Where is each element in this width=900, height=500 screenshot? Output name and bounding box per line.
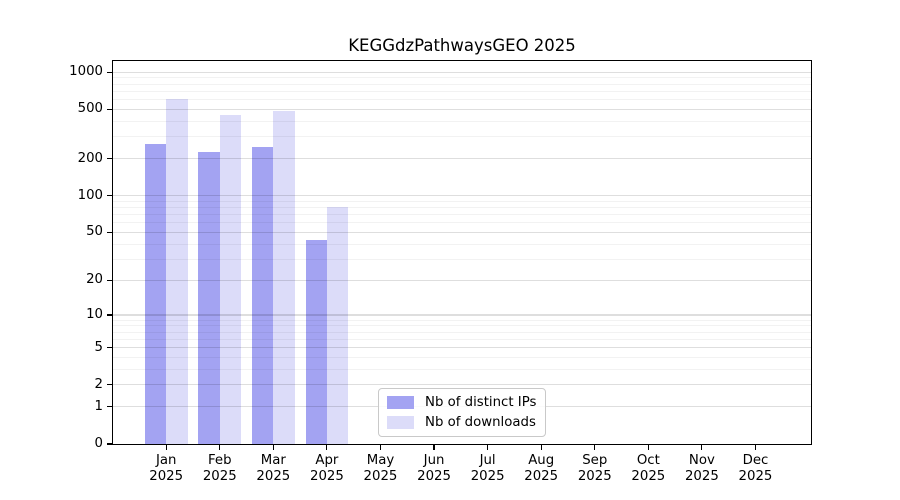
x-tick-label-jun: Jun 2025 bbox=[402, 453, 466, 484]
x-tick-oct bbox=[647, 445, 649, 450]
x-tick-year: 2025 bbox=[417, 468, 451, 484]
x-tick-year: 2025 bbox=[309, 468, 344, 484]
bar-mar-downloads bbox=[273, 110, 295, 444]
y-tick-label-5: 5 bbox=[94, 339, 103, 355]
x-tick-month: Feb bbox=[207, 453, 232, 468]
x-tick-month: Oct bbox=[636, 453, 660, 468]
x-tick-year: 2025 bbox=[202, 468, 237, 484]
legend-label-downloads: Nb of downloads bbox=[425, 414, 536, 430]
y-tick-2 bbox=[107, 384, 113, 386]
x-tick-year: 2025 bbox=[577, 468, 612, 484]
x-tick-label-apr: Apr 2025 bbox=[295, 453, 359, 484]
bar-apr-downloads bbox=[326, 206, 349, 444]
x-tick-feb bbox=[219, 445, 221, 450]
bars-layer bbox=[113, 61, 811, 444]
y-tick-1000 bbox=[107, 71, 113, 73]
y-tick-10 bbox=[107, 314, 113, 316]
bar-jan-downloads bbox=[166, 98, 188, 444]
x-tick-label-dec: Dec 2025 bbox=[723, 453, 787, 484]
legend-item-distinct-ips: Nb of distinct IPs bbox=[387, 395, 537, 410]
y-tick-20 bbox=[107, 279, 113, 281]
x-tick-month: Mar bbox=[260, 453, 286, 468]
x-tick-sep bbox=[594, 445, 596, 450]
x-tick-month: Jan bbox=[155, 453, 177, 468]
y-tick-label-50: 50 bbox=[86, 224, 103, 240]
x-tick-aug bbox=[540, 445, 542, 450]
x-tick-year: 2025 bbox=[363, 468, 398, 484]
x-tick-jun bbox=[433, 445, 435, 450]
x-tick-may bbox=[379, 445, 382, 450]
x-tick-label-aug: Aug 2025 bbox=[509, 453, 573, 484]
x-tick-label-sep: Sep 2025 bbox=[563, 453, 627, 484]
x-tick-label-feb: Feb 2025 bbox=[188, 453, 252, 484]
x-tick-dec bbox=[754, 445, 757, 450]
y-tick-200 bbox=[107, 158, 113, 160]
y-tick-label-1000: 1000 bbox=[69, 64, 103, 80]
x-tick-year: 2025 bbox=[256, 468, 291, 484]
x-tick-year: 2025 bbox=[149, 468, 184, 484]
x-tick-month: Sep bbox=[582, 453, 608, 468]
x-tick-year: 2025 bbox=[524, 468, 559, 484]
bar-feb-distinct-ips bbox=[198, 151, 220, 444]
x-tick-label-jan: Jan 2025 bbox=[134, 453, 198, 484]
x-tick-month: Jun bbox=[423, 453, 445, 468]
legend: Nb of distinct IPs Nb of downloads bbox=[378, 388, 546, 437]
legend-swatch-downloads bbox=[387, 415, 414, 429]
x-tick-year: 2025 bbox=[470, 468, 505, 484]
chart-title: KEGGdzPathwaysGEO 2025 bbox=[348, 36, 576, 55]
bar-mar-distinct-ips bbox=[251, 146, 274, 444]
x-tick-nov bbox=[701, 445, 703, 450]
x-tick-month: Aug bbox=[528, 453, 555, 468]
x-tick-label-nov: Nov 2025 bbox=[670, 453, 734, 484]
x-tick-year: 2025 bbox=[631, 468, 666, 484]
y-tick-label-1: 1 bbox=[94, 398, 103, 414]
legend-item-downloads: Nb of downloads bbox=[387, 415, 537, 430]
bar-feb-downloads bbox=[219, 115, 242, 444]
y-tick-100 bbox=[107, 195, 113, 197]
x-tick-year: 2025 bbox=[684, 468, 719, 484]
x-tick-year: 2025 bbox=[738, 468, 773, 484]
x-tick-mar bbox=[272, 445, 274, 450]
x-tick-label-mar: Mar 2025 bbox=[241, 453, 305, 484]
y-tick-1 bbox=[107, 406, 113, 408]
x-tick-jan bbox=[165, 445, 167, 450]
y-tick-label-20: 20 bbox=[86, 272, 103, 288]
y-tick-5 bbox=[107, 346, 113, 349]
x-tick-label-jul: Jul 2025 bbox=[456, 453, 520, 484]
x-tick-month: Dec bbox=[742, 453, 769, 468]
bar-jan-distinct-ips bbox=[144, 144, 167, 444]
x-tick-apr bbox=[326, 445, 328, 450]
y-tick-500 bbox=[107, 108, 113, 111]
x-tick-month: Jul bbox=[479, 453, 496, 468]
x-tick-month: Apr bbox=[315, 453, 339, 468]
x-tick-label-may: May 2025 bbox=[348, 453, 412, 484]
y-tick-label-500: 500 bbox=[77, 101, 103, 117]
x-tick-label-oct: Oct 2025 bbox=[616, 453, 680, 484]
y-tick-0 bbox=[107, 443, 113, 445]
x-tick-month: May bbox=[366, 453, 395, 468]
x-tick-month: Nov bbox=[688, 453, 715, 468]
y-tick-label-100: 100 bbox=[77, 187, 103, 203]
legend-swatch-distinct-ips bbox=[387, 396, 414, 410]
y-tick-label-0: 0 bbox=[94, 436, 103, 451]
y-tick-50 bbox=[107, 231, 113, 234]
legend-label-distinct-ips: Nb of distinct IPs bbox=[425, 395, 537, 411]
bar-apr-distinct-ips bbox=[305, 240, 327, 444]
x-tick-jul bbox=[487, 445, 489, 450]
y-tick-label-2: 2 bbox=[94, 376, 103, 392]
y-tick-label-10: 10 bbox=[86, 306, 103, 322]
y-tick-label-200: 200 bbox=[77, 150, 103, 166]
